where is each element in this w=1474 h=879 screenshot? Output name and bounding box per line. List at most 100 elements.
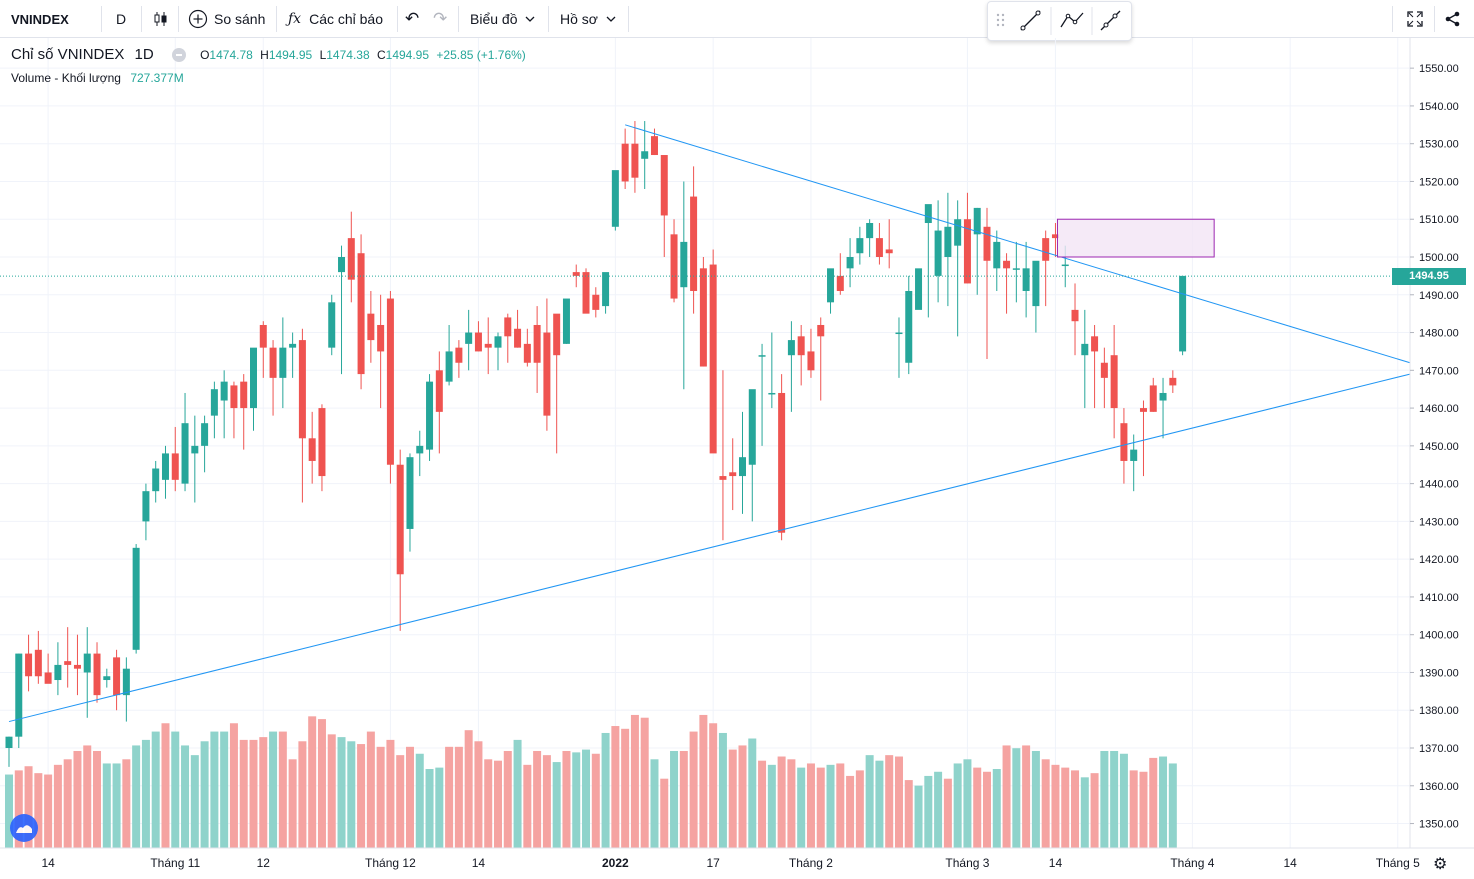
volume-bar [151, 731, 160, 848]
candle-body [484, 343, 492, 348]
candle-body [523, 343, 531, 363]
volume-bar [347, 741, 356, 848]
candle-body [924, 204, 932, 224]
indicators-button[interactable]: ƒx Các chỉ báo [288, 0, 383, 38]
volume-bar [1012, 748, 1021, 848]
undo-button[interactable]: ↶ [405, 0, 419, 38]
volume-bar [161, 723, 170, 848]
candle-body [572, 272, 580, 276]
volume-bar [1031, 750, 1040, 848]
volume-bar [278, 731, 287, 848]
volume-bar [718, 732, 727, 848]
candle-body [426, 381, 434, 450]
volume-bar [601, 732, 610, 848]
low-value: 1474.38 [326, 48, 370, 62]
share-button[interactable] [1444, 0, 1462, 38]
price-axis[interactable]: 1550.00 1540.00 1530.00 1520.00 1510.00 1500.… [1409, 38, 1459, 848]
volume-bar [1061, 767, 1070, 848]
candle-body [895, 332, 903, 335]
price-tick-label: 1400.00 [1419, 630, 1459, 642]
compare-label: So sánh [214, 11, 266, 27]
compare-button[interactable]: So sánh [188, 0, 265, 38]
volume-bar [445, 746, 454, 848]
profile-dropdown[interactable]: Hồ sơ [560, 0, 616, 38]
price-tick-label: 1540.00 [1419, 101, 1459, 113]
candle-body [15, 653, 23, 737]
volume-bar [963, 759, 972, 848]
volume-bar [44, 774, 53, 848]
candle-type-button[interactable] [152, 0, 170, 38]
volume-bar [73, 750, 82, 848]
candle-body [709, 264, 717, 454]
candle-body [93, 653, 101, 696]
volume-bar [415, 753, 424, 848]
volume-bar [523, 764, 532, 848]
candle-body [719, 476, 727, 480]
volume-bar [24, 766, 33, 848]
chevron-down-icon [526, 16, 535, 22]
time-tick-label: 2022 [602, 856, 629, 870]
ohlc-values: O1474.78 H1494.95 L1474.38 C1494.95 +25.… [200, 48, 530, 62]
volume-legend: Volume - Khối lượng 727.377M [11, 71, 184, 85]
volume-bar [1110, 750, 1119, 848]
open-value: 1474.78 [209, 48, 253, 62]
drawing-tools-popup [987, 1, 1132, 41]
volume-bar [904, 780, 913, 848]
volume-bar [210, 731, 219, 848]
candle-body [758, 355, 766, 357]
time-axis[interactable]: 14 Tháng 11 12 Tháng 12 14 2022 17 Tháng 2 Tháng… [0, 847, 1474, 870]
candle-body [416, 445, 424, 454]
volume-bar [122, 759, 131, 848]
interval-button[interactable]: D [116, 0, 126, 38]
toolbar-divider [397, 6, 398, 32]
volume-bar [200, 741, 209, 848]
candle-body [445, 351, 453, 382]
candle-body [83, 653, 91, 673]
settings-gear-icon[interactable]: ⚙ [1433, 856, 1448, 873]
volume-bar [34, 773, 43, 848]
volume-bar [141, 739, 150, 848]
redo-button[interactable]: ↷ [433, 0, 447, 38]
volume-bar [14, 770, 23, 848]
volume-bar [1071, 770, 1080, 848]
trend-line-tool-icon[interactable] [1020, 10, 1041, 31]
volume-bar [924, 775, 933, 848]
volume-bar [464, 730, 473, 848]
volume-bar [484, 759, 493, 848]
candle-body [582, 272, 590, 314]
candle-body [621, 143, 629, 182]
path-tool-icon[interactable] [1060, 12, 1084, 28]
candle-body [1022, 268, 1030, 291]
candle-body [279, 347, 287, 378]
last-price-tag: 1494.95 [1392, 268, 1466, 285]
candle-body [690, 196, 698, 291]
candle-body [386, 298, 394, 465]
candle-body [1003, 260, 1011, 269]
candle-body [1091, 336, 1099, 352]
candle-body [973, 207, 981, 235]
interval-label: D [116, 11, 127, 27]
candle-body [338, 257, 346, 273]
candle-body [514, 328, 522, 348]
fullscreen-button[interactable] [1406, 0, 1424, 38]
price-chart[interactable]: 1550.00 1540.00 1530.00 1520.00 1510.00 1500.… [0, 38, 1474, 879]
tradingview-logo-icon[interactable] [10, 814, 38, 842]
candle-body [230, 385, 238, 409]
drag-handle-icon[interactable] [996, 13, 1005, 27]
symbol-search-button[interactable]: VNINDEX [11, 0, 69, 38]
ray-tool-icon[interactable] [1100, 10, 1121, 31]
candle-body [650, 136, 658, 156]
candle-body [1149, 385, 1157, 412]
volume-bar [660, 778, 669, 848]
collapse-legend-icon[interactable] [171, 48, 186, 63]
candle-body [1012, 268, 1020, 270]
volume-bar [787, 759, 796, 848]
candle-body [680, 241, 688, 288]
toolbar-divider [628, 6, 629, 32]
volume-bar [728, 749, 737, 848]
volume-bar [748, 738, 757, 848]
volume-bar [1129, 770, 1138, 848]
candle-body [201, 423, 209, 446]
chart-type-dropdown[interactable]: Biểu đồ [470, 0, 535, 38]
candle-body [1081, 343, 1089, 356]
